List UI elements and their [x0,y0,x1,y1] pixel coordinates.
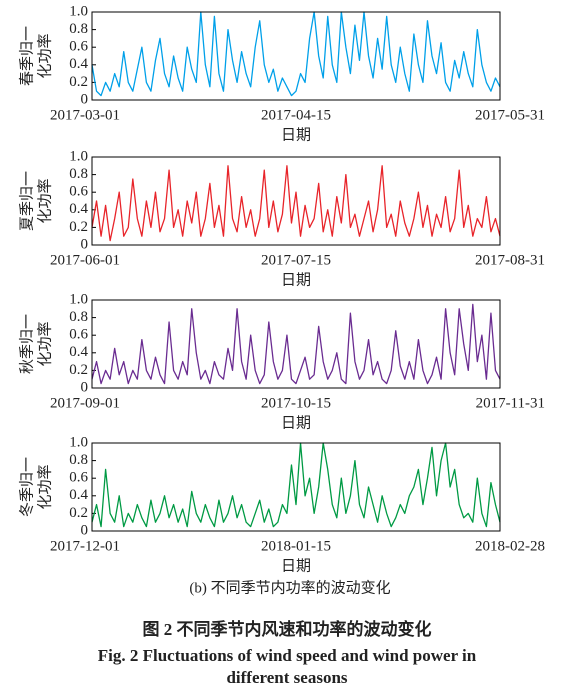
y-axis-label: 化功率 [36,178,53,223]
y-tick-label: 0.2 [69,505,88,521]
y-tick-label: 0.8 [69,452,88,468]
x-tick-label: 2017-06-01 [50,252,120,268]
y-tick-label: 0 [81,91,89,107]
y-tick-label: 0 [81,522,89,538]
plot-frame [91,299,501,389]
y-tick-label: 0 [81,236,89,252]
caption-cn: 图 2 不同季节内风速和功率的波动变化 [143,619,432,639]
x-tick-label: 2017-09-01 [50,395,120,411]
y-axis-label: 化功率 [36,464,53,509]
caption-en: Fig. 2 Fluctuations of wind speed and wi… [98,646,477,665]
x-axis-label: 日期 [281,414,311,431]
y-tick-label: 1.0 [69,148,88,164]
y-tick-label: 0.4 [69,201,88,217]
y-tick-label: 0.2 [69,362,88,378]
y-axis-label: 化功率 [36,321,53,366]
plot-frame [91,442,501,532]
x-tick-label: 2018-01-15 [261,538,331,554]
y-tick-label: 1.0 [69,3,88,19]
series-line [91,165,501,242]
series-line [91,442,501,528]
x-axis-label: 日期 [281,271,311,288]
y-tick-label: 1.0 [69,291,88,307]
x-tick-label: 2018-02-28 [475,538,545,554]
y-tick-label: 0.6 [69,39,88,55]
x-axis-label: 日期 [281,126,311,143]
y-tick-label: 0.8 [69,21,88,37]
y-axis-label: 夏季归一 [18,171,35,231]
x-tick-label: 2017-07-15 [261,252,331,268]
y-tick-label: 0.6 [69,184,88,200]
y-axis-label: 冬季归一 [18,457,35,517]
y-tick-label: 0.6 [69,327,88,343]
y-tick-label: 0.4 [69,487,88,503]
series-line [91,303,501,385]
y-axis-label: 秋季归一 [18,314,35,374]
plot-frame [91,11,501,101]
y-tick-label: 0.8 [69,309,88,325]
plot-frame [91,156,501,246]
x-tick-label: 2017-04-15 [261,107,331,123]
y-axis-label: 化功率 [36,33,53,78]
y-tick-label: 0.8 [69,166,88,182]
x-tick-label: 2017-08-31 [475,252,545,268]
y-tick-label: 0.6 [69,470,88,486]
x-axis-label: 日期 [281,557,311,574]
y-tick-label: 0.2 [69,219,88,235]
x-tick-label: 2017-12-01 [50,538,120,554]
y-tick-label: 0 [81,379,89,395]
subcaption: (b) 不同季节内功率的波动变化 [189,579,390,596]
y-tick-label: 1.0 [69,434,88,450]
x-tick-label: 2017-05-31 [475,107,545,123]
y-tick-label: 0.4 [69,56,88,72]
x-tick-label: 2017-03-01 [50,107,120,123]
x-tick-label: 2017-11-31 [476,395,545,411]
caption-en: different seasons [226,668,347,687]
y-axis-label: 春季归一 [18,26,35,86]
y-tick-label: 0.4 [69,344,88,360]
x-tick-label: 2017-10-15 [261,395,331,411]
series-line [91,11,501,97]
y-tick-label: 0.2 [69,74,88,90]
